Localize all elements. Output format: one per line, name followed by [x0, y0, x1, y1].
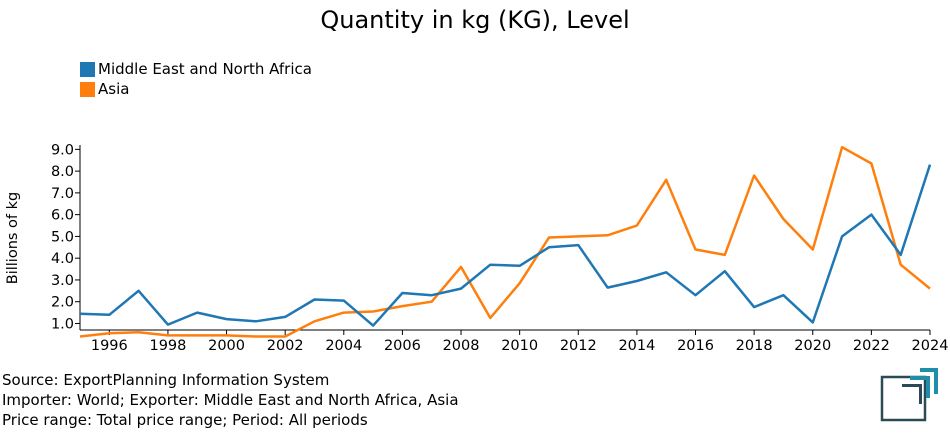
x-tick-label-4: 2004: [325, 338, 362, 354]
x-tick-label-13: 2022: [853, 338, 890, 354]
y-tick-label-2: 3.0: [51, 273, 74, 289]
footer-source: Source: ExportPlanning Information Syste…: [2, 371, 330, 389]
x-tick-label-9: 2014: [618, 338, 655, 354]
y-tick-label-3: 4.0: [51, 251, 74, 267]
x-tick-label-6: 2008: [443, 338, 480, 354]
chart-axes: 1.0 2.0 3.0 4.0 5.0 6.0 7.0 8.0 9.0 1996 1998 2000 2…: [51, 142, 949, 354]
x-tick-label-8: 2012: [560, 338, 597, 354]
x-tick-label-2: 2000: [208, 338, 245, 354]
chart-title: Quantity in kg (KG), Level: [320, 6, 630, 34]
y-tick-label-1: 2.0: [51, 295, 74, 311]
x-tick-label-14: 2024: [912, 338, 949, 354]
chart-legend: Middle East and North Africa Asia: [80, 59, 312, 99]
x-tick-label-12: 2020: [794, 338, 831, 354]
line-chart: 1.0 2.0 3.0 4.0 5.0 6.0 7.0 8.0 9.0 1996 1998 2000 2…: [5, 142, 949, 354]
legend-item-mena[interactable]: Middle East and North Africa: [80, 59, 312, 79]
x-tick-label-0: 1996: [91, 338, 128, 354]
x-tick-label-3: 2002: [267, 338, 304, 354]
x-tick-label-10: 2016: [677, 338, 714, 354]
y-tick-label-7: 8.0: [51, 164, 74, 180]
legend-swatch-mena: [80, 61, 95, 77]
legend-label-asia: Asia: [98, 80, 130, 98]
y-tick-label-4: 5.0: [51, 229, 74, 245]
series-line-asia: [79, 145, 931, 338]
footer-price: Price range: Total price range; Period: …: [2, 411, 368, 429]
chart-series: [79, 145, 932, 338]
legend-swatch-asia: [80, 81, 95, 97]
footer-importer: Importer: World; Exporter: Middle East a…: [2, 391, 459, 409]
y-tick-label-5: 6.0: [51, 208, 74, 224]
exportplanning-logo-icon: [880, 368, 938, 422]
y-tick-label-6: 7.0: [51, 186, 74, 202]
y-axis-label: Billions of kg: [5, 192, 21, 284]
legend-item-asia[interactable]: Asia: [80, 79, 312, 99]
chart-footer: Source: ExportPlanning Information Syste…: [2, 370, 459, 430]
y-tick-label-0: 1.0: [51, 316, 74, 332]
x-tick-label-7: 2010: [501, 338, 538, 354]
x-tick-label-11: 2018: [736, 338, 773, 354]
series-line-mena: [79, 164, 932, 327]
x-tick-label-5: 2006: [384, 338, 421, 354]
y-tick-label-8: 9.0: [51, 142, 74, 158]
legend-label-mena: Middle East and North Africa: [98, 60, 312, 78]
x-tick-label-1: 1998: [149, 338, 186, 354]
